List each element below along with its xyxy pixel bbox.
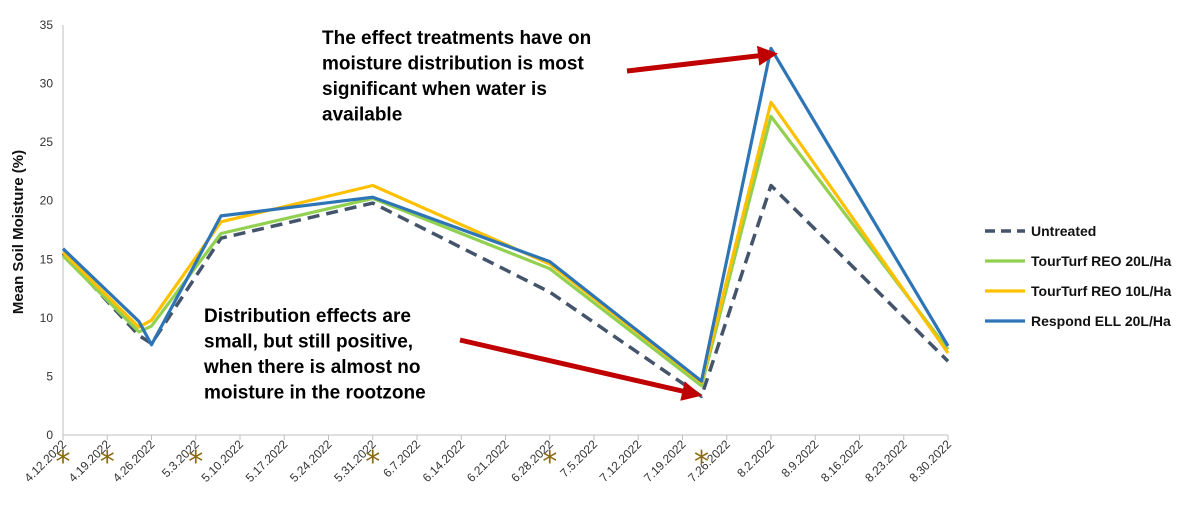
rain-marker-icon: * <box>365 445 380 480</box>
annotation-text: moisture in the rootzone <box>204 383 426 404</box>
x-tick-label: 8.9.2022 <box>778 437 821 480</box>
x-tick-label: 7.26.2022 <box>685 437 733 485</box>
series-lines <box>61 46 950 399</box>
x-tick-label: 8.30.2022 <box>906 437 954 485</box>
y-axis-label: Mean Soil Moisture (%) <box>10 150 27 314</box>
series-line-1 <box>61 183 950 399</box>
annotation-text: significant when water is <box>322 79 547 100</box>
x-tick-label: 8.23.2022 <box>862 437 910 485</box>
legend: Untreated TourTurf REO 20L/Ha TourTurf REO… <box>985 223 1171 329</box>
rain-marker-icon: * <box>100 445 115 480</box>
x-tick-label: 5.17.2022 <box>243 437 291 485</box>
rain-marker-icon: * <box>694 445 709 480</box>
x-tick-label: 6.7.2022 <box>380 437 423 480</box>
legend-item-label: TourTurf REO 10L/Ha <box>1031 283 1171 299</box>
annotation-text: The effect treatments have on <box>322 28 591 49</box>
rain-markers: * * * * * * <box>56 445 709 480</box>
series-line-3 <box>61 100 950 384</box>
legend-item-label: Respond ELL 20L/Ha <box>1031 313 1171 329</box>
annotation-text: Distribution effects are <box>204 306 411 327</box>
series-line-4 <box>61 46 950 383</box>
rain-marker-icon: * <box>188 445 203 480</box>
x-tick-label: 6.21.2022 <box>464 437 512 485</box>
annotations: The effect treatments have on moisture di… <box>203 28 778 404</box>
y-tick-label: 0 <box>46 428 53 442</box>
annotation-arrow <box>459 337 702 401</box>
rain-marker-icon: * <box>542 445 557 480</box>
x-tick-label: 7.5.2022 <box>557 437 600 480</box>
annotation-arrow <box>626 45 778 74</box>
y-tick-labels: 0 5 10 15 20 25 30 35 <box>40 18 54 442</box>
y-tick-label: 20 <box>40 194 54 208</box>
y-tick-label: 15 <box>40 252 54 266</box>
y-tick-label: 35 <box>40 18 54 32</box>
x-tick-label: 6.14.2022 <box>420 437 468 485</box>
y-tick-label: 30 <box>40 77 54 91</box>
annotation-text: available <box>322 105 402 126</box>
rain-marker-icon: * <box>56 445 71 480</box>
x-tick-label: 5.24.2022 <box>287 437 335 485</box>
x-tick-label: 8.2.2022 <box>734 437 777 480</box>
annotation-text: when there is almost no <box>203 357 420 378</box>
y-tick-label: 25 <box>40 135 54 149</box>
x-tick-label: 5.10.2022 <box>198 437 246 485</box>
x-tick-label: 8.16.2022 <box>818 437 866 485</box>
x-tick-label: 7.19.2022 <box>641 437 689 485</box>
legend-item-label: Untreated <box>1031 223 1096 239</box>
series-line-2 <box>61 114 950 388</box>
y-tick-label: 5 <box>46 369 53 383</box>
y-tick-label: 10 <box>40 311 54 325</box>
legend-item-label: TourTurf REO 20L/Ha <box>1031 253 1171 269</box>
annotation-text: moisture distribution is most <box>322 54 584 75</box>
x-tick-label: 4.26.2022 <box>110 437 158 485</box>
x-tick-label: 7.12.2022 <box>597 437 645 485</box>
annotation-text: small, but still positive, <box>204 332 413 353</box>
